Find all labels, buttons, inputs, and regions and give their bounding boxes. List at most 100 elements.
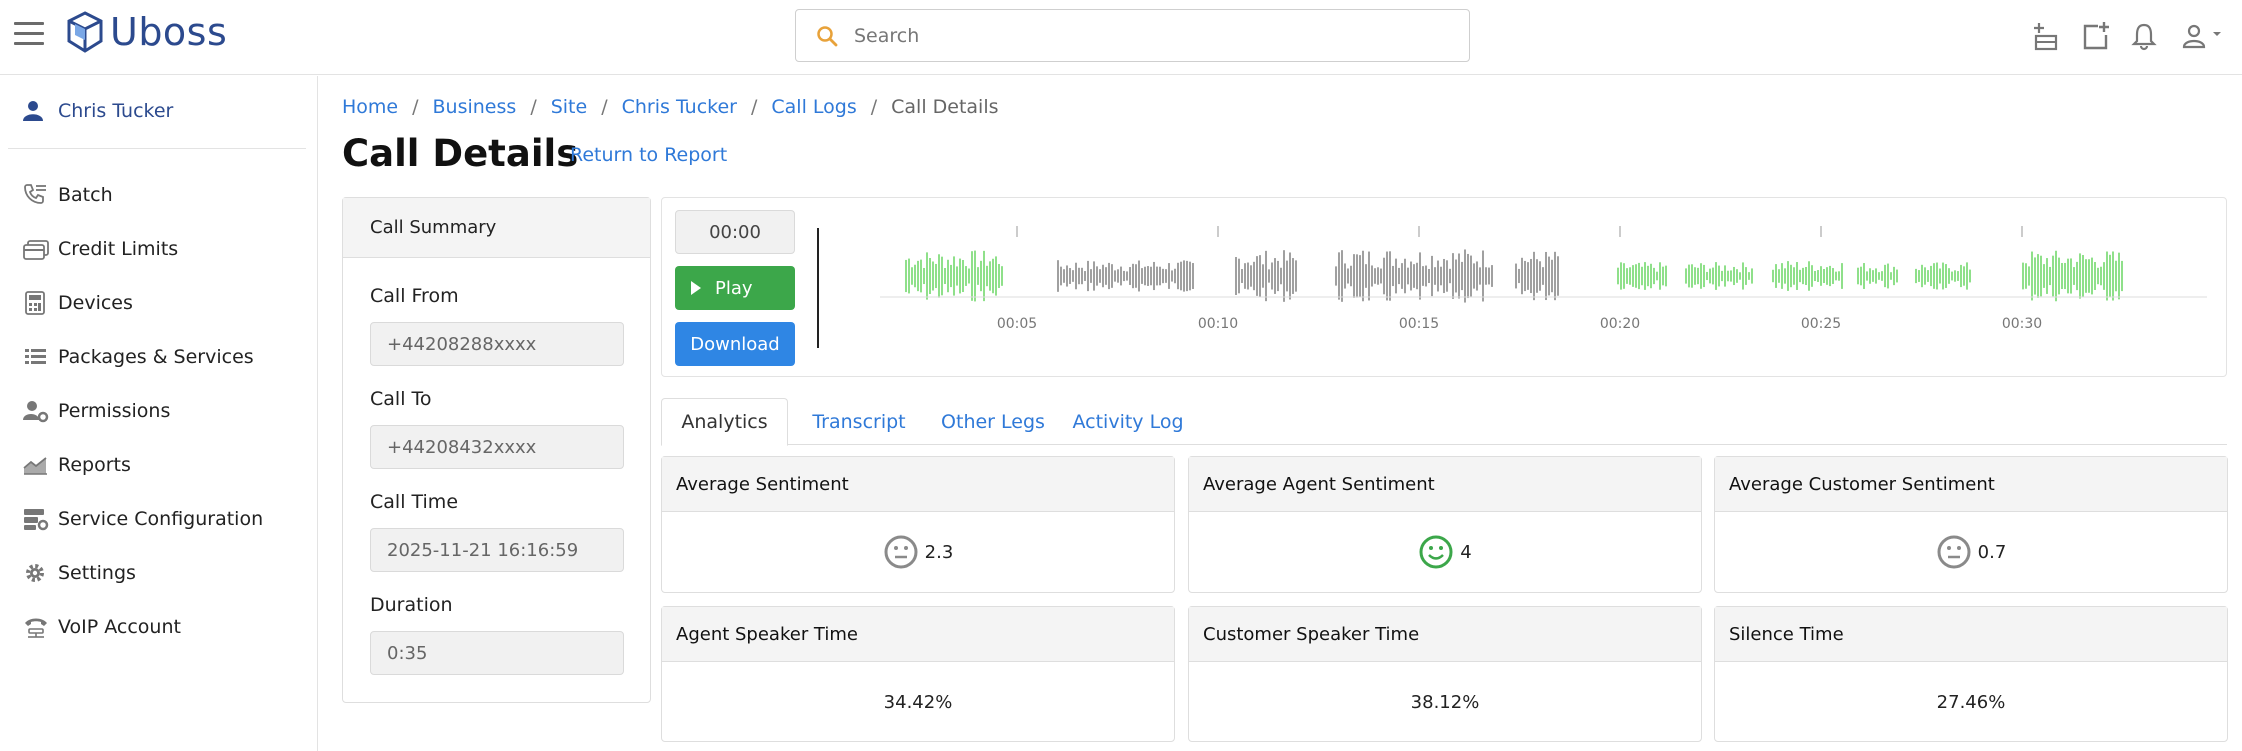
- hamburger-menu-icon[interactable]: [14, 22, 44, 48]
- voip-icon: [25, 618, 47, 638]
- breadcrumb-user[interactable]: Chris Tucker: [621, 96, 737, 118]
- waveform-bar: [1527, 262, 1529, 290]
- sidebar-item-voip-account[interactable]: VoIP Account: [0, 600, 318, 654]
- sidebar-item-settings[interactable]: Settings: [0, 546, 318, 600]
- waveform-bar: [983, 250, 985, 302]
- waveform-bar: [1482, 250, 1484, 302]
- phone-list-icon: [24, 184, 46, 204]
- play-button[interactable]: Play: [675, 266, 795, 310]
- waveform-bar: [1721, 270, 1723, 282]
- waveform-bar: [1641, 266, 1643, 286]
- call-from-field: +44208288xxxx: [370, 322, 624, 366]
- waveform-bar: [1694, 267, 1696, 285]
- waveform-bar: [950, 264, 952, 288]
- waveform-bar: [1691, 264, 1693, 288]
- sidebar-item-permissions[interactable]: Permissions: [0, 384, 318, 438]
- tab-activity-log[interactable]: Activity Log: [1072, 410, 1184, 433]
- waveform-bar: [1084, 271, 1086, 281]
- waveform-bar: [1724, 265, 1726, 287]
- waveform-bar: [1881, 271, 1883, 281]
- waveform-bar: [1939, 268, 1941, 284]
- waveform-bar: [1117, 269, 1119, 283]
- waveform-bar: [2121, 260, 2123, 292]
- waveform-bar: [1554, 251, 1556, 301]
- user-name: Chris Tucker: [58, 100, 174, 122]
- waveform-bar: [1102, 264, 1104, 288]
- waveform-bar: [1635, 264, 1637, 288]
- tab-transcript[interactable]: Transcript: [812, 410, 906, 433]
- waveform-bar: [1271, 262, 1273, 290]
- waveform-bar: [1638, 262, 1640, 290]
- download-button[interactable]: Download: [675, 322, 795, 366]
- breadcrumb-site[interactable]: Site: [550, 96, 588, 118]
- sidebar-item-label: Packages & Services: [58, 346, 254, 368]
- return-to-report-link[interactable]: Return to Report: [570, 144, 728, 166]
- tab-analytics[interactable]: Analytics: [661, 398, 788, 446]
- waveform-bar: [1644, 262, 1646, 290]
- call-time-label: Call Time: [370, 491, 459, 513]
- waveform-bar: [1709, 268, 1711, 284]
- waveform-bar: [1422, 266, 1424, 286]
- tab-other-legs[interactable]: Other Legs: [941, 410, 1045, 433]
- metric-card-silence-time: Silence Time 27.46%: [1714, 606, 2228, 742]
- sidebar-item-batch[interactable]: Batch: [0, 168, 318, 222]
- bell-icon[interactable]: [2128, 20, 2160, 52]
- waveform-bar: [2115, 260, 2117, 292]
- sidebar-item-label: Batch: [58, 184, 113, 206]
- waveform-bar: [1793, 267, 1795, 285]
- waveform-bar: [1733, 266, 1735, 286]
- waveform-bar: [1105, 267, 1107, 285]
- breadcrumb-business[interactable]: Business: [432, 96, 517, 118]
- logo[interactable]: Uboss: [64, 10, 227, 54]
- add-queue-icon[interactable]: [2030, 20, 2062, 52]
- waveform-bar: [1617, 267, 1619, 285]
- waveform[interactable]: 00:05 00:10 00:15 00:20 00:25 00:30: [817, 226, 2217, 361]
- sidebar-item-packages-services[interactable]: Packages & Services: [0, 330, 318, 384]
- waveform-bar: [1893, 266, 1895, 286]
- waveform-bar: [2058, 257, 2060, 295]
- waveform-bar: [2118, 252, 2120, 300]
- breadcrumb-call-logs[interactable]: Call Logs: [771, 96, 857, 118]
- waveform-bar: [1356, 254, 1358, 298]
- waveform-bar: [995, 256, 997, 296]
- waveform-bar: [1857, 267, 1859, 285]
- sidebar-item-devices[interactable]: Devices: [0, 276, 318, 330]
- waveform-bar: [2049, 266, 2051, 286]
- sidebar-user[interactable]: Chris Tucker: [22, 100, 173, 122]
- waveform-bar: [1111, 264, 1113, 288]
- waveform-bar: [1401, 263, 1403, 289]
- metric-title: Customer Speaker Time: [1189, 607, 1701, 662]
- waveform-bar: [1936, 262, 1938, 290]
- waveform-bar: [1551, 259, 1553, 293]
- waveform-bar: [1467, 253, 1469, 299]
- search-box[interactable]: [795, 9, 1470, 62]
- sidebar-item-reports[interactable]: Reports: [0, 438, 318, 492]
- waveform-bar: [1620, 262, 1622, 290]
- sidebar-item-credit-limits[interactable]: Credit Limits: [0, 222, 318, 276]
- waveform-bar: [1093, 261, 1095, 291]
- user-menu-icon[interactable]: [2180, 20, 2224, 52]
- chart-area-icon: [23, 457, 47, 475]
- waveform-bar: [1280, 267, 1282, 285]
- waveform-bar: [1933, 263, 1935, 289]
- current-time: 00:00: [675, 210, 795, 254]
- neutral-face-icon: [1937, 535, 1971, 569]
- waveform-bar: [1945, 264, 1947, 288]
- waveform-bar: [1623, 263, 1625, 289]
- add-window-icon[interactable]: [2080, 20, 2112, 52]
- waveform-bar: [1183, 260, 1185, 292]
- waveform-bar: [1808, 261, 1810, 291]
- waveform-bar: [1557, 256, 1559, 296]
- sidebar-item-service-configuration[interactable]: Service Configuration: [0, 492, 318, 546]
- waveform-bar: [1108, 262, 1110, 290]
- waveform-bar: [1075, 262, 1077, 290]
- waveform-bar: [1132, 263, 1134, 289]
- waveform-bar: [1090, 269, 1092, 283]
- waveform-bar: [956, 266, 958, 286]
- waveform-bar: [905, 259, 907, 293]
- breadcrumb-home[interactable]: Home: [342, 96, 399, 118]
- search-input[interactable]: [854, 24, 1414, 47]
- waveform-bar: [2112, 251, 2114, 301]
- waveform-bar: [1533, 251, 1535, 301]
- waveform-bar: [938, 254, 940, 298]
